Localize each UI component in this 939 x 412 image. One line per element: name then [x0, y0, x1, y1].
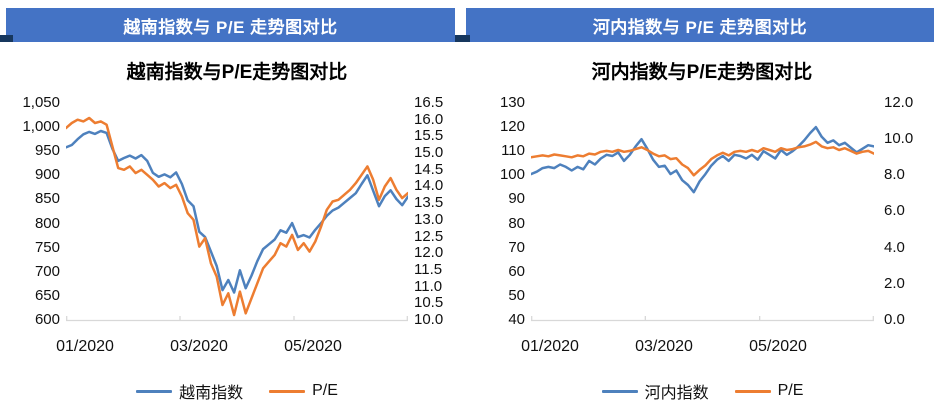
table-corner-mark [0, 35, 13, 42]
vietnam-chart-legend: 越南指数 P/E [66, 379, 408, 403]
vietnam-x-tick-label: 03/2020 [170, 338, 228, 355]
index-line-swatch [136, 389, 173, 393]
axis-tick-label: 11.0 [414, 277, 443, 295]
index-line-swatch [601, 389, 638, 393]
hanoi-left-y-axis: 130 120 110 100 90 80 70 60 50 40 [478, 95, 525, 328]
axis-tick-label: 130 [499, 94, 525, 111]
hanoi-x-tick-label: 05/2020 [749, 338, 807, 355]
axis-tick-label: 120 [499, 118, 525, 136]
axis-tick-label: 800 [34, 214, 60, 232]
axis-tick-label: 14.0 [414, 177, 444, 195]
vietnam-section-header-label: 越南指数与 P/E 走势图对比 [123, 17, 338, 37]
axis-tick-label: 110 [501, 142, 525, 160]
axis-tick-label: 12.0 [884, 94, 914, 111]
axis-tick-label: 11.5 [414, 260, 443, 278]
axis-tick-label: 2.0 [884, 274, 905, 292]
legend-label: P/E [312, 382, 338, 399]
axis-tick-label: 15.5 [414, 127, 444, 145]
axis-tick-label: 50 [508, 286, 525, 304]
legend-label: 越南指数 [179, 385, 244, 402]
axis-tick-label: 70 [508, 238, 525, 256]
axis-tick-label: 10.0 [884, 130, 914, 148]
axis-tick-label: 10.5 [414, 294, 444, 312]
vietnam-x-tick-label: 01/2020 [56, 338, 114, 355]
vietnam-chart-plot [66, 116, 408, 322]
hanoi-chart-plot [531, 125, 874, 322]
axis-tick-label: 900 [34, 166, 60, 184]
axis-tick-label: 10.0 [414, 310, 444, 328]
axis-tick-label: 60 [508, 262, 525, 280]
pe-line-swatch [734, 389, 771, 393]
hanoi-chart-legend: 河内指数 P/E [531, 379, 874, 403]
axis-tick-label: 600 [34, 310, 60, 328]
hanoi-x-tick-label: 03/2020 [635, 338, 693, 355]
axis-tick-label: 80 [508, 214, 525, 232]
vietnam-left-y-axis: 1,050 1,000 950 900 850 800 750 700 650 600 [6, 95, 60, 328]
vietnam-x-tick-label: 05/2020 [284, 338, 342, 355]
axis-tick-label: 700 [34, 262, 60, 280]
legend-label: P/E [777, 382, 804, 399]
axis-tick-label: 90 [508, 190, 525, 208]
axis-tick-label: 950 [34, 142, 60, 160]
hanoi-chart-title: 河内指数与P/E走势图对比 [591, 62, 813, 83]
axis-tick-label: 1,050 [22, 94, 60, 111]
axis-tick-label: 15.0 [414, 144, 444, 162]
hanoi-section-header-label: 河内指数与 P/E 走势图对比 [592, 17, 808, 37]
axis-tick-label: 12.5 [414, 227, 444, 245]
axis-tick-label: 750 [34, 238, 60, 256]
hanoi-right-y-axis: 12.0 10.0 8.0 6.0 4.0 2.0 0.0 [884, 95, 932, 328]
hanoi-section-header: 河内指数与 P/E 走势图对比 [466, 8, 934, 42]
axis-tick-label: 100 [499, 166, 525, 184]
axis-tick-label: 850 [34, 190, 60, 208]
axis-tick-label: 13.0 [414, 210, 444, 228]
legend-item-pe: P/E [269, 382, 338, 400]
legend-label: 河内指数 [644, 385, 709, 402]
axis-tick-label: 13.5 [414, 194, 444, 212]
axis-tick-label: 1,000 [22, 118, 60, 136]
axis-tick-label: 6.0 [884, 202, 905, 220]
legend-item-vietnam-index: 越南指数 [136, 379, 243, 403]
vietnam-chart-title: 越南指数与P/E走势图对比 [126, 62, 348, 83]
axis-tick-label: 12.0 [414, 244, 444, 262]
axis-tick-label: 650 [34, 286, 60, 304]
axis-tick-label: 8.0 [884, 166, 905, 184]
legend-item-hanoi-index: 河内指数 [601, 379, 709, 403]
legend-item-pe: P/E [734, 382, 804, 400]
vietnam-section-header: 越南指数与 P/E 走势图对比 [6, 8, 455, 42]
axis-tick-label: 4.0 [884, 238, 905, 256]
axis-tick-label: 0.0 [884, 310, 905, 328]
axis-tick-label: 14.5 [414, 160, 444, 178]
table-corner-mark [455, 35, 470, 42]
hanoi-x-tick-label: 01/2020 [521, 338, 579, 355]
pe-line-swatch [269, 389, 306, 393]
axis-tick-label: 16.5 [414, 94, 444, 111]
axis-tick-label: 16.0 [414, 110, 444, 128]
axis-tick-label: 40 [508, 310, 525, 328]
vietnam-right-y-axis: 16.5 16.0 15.5 15.0 14.5 14.0 13.5 13.0 12.5 12.0… [414, 95, 458, 328]
